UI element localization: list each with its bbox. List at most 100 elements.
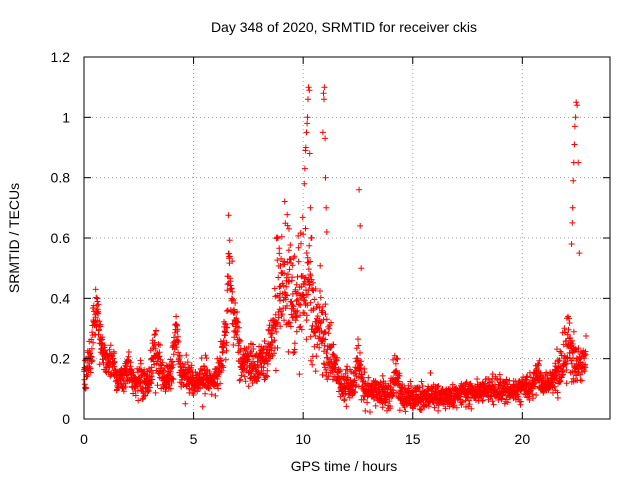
data-point xyxy=(291,340,298,347)
data-point xyxy=(572,114,579,121)
data-point xyxy=(312,332,319,339)
data-point xyxy=(88,336,95,343)
data-point xyxy=(308,276,315,283)
data-point xyxy=(227,282,234,289)
data-point xyxy=(379,404,386,411)
data-point xyxy=(168,365,175,372)
data-point xyxy=(194,388,201,395)
data-point xyxy=(276,294,282,301)
data-point xyxy=(396,372,403,379)
data-point xyxy=(273,328,280,335)
data-point xyxy=(237,346,244,353)
data-point xyxy=(358,358,365,365)
data-point xyxy=(325,330,332,337)
data-point xyxy=(569,219,576,226)
data-point xyxy=(234,319,241,326)
data-point xyxy=(148,380,155,387)
data-point xyxy=(559,371,566,378)
data-point xyxy=(314,313,321,320)
data-point xyxy=(123,372,130,379)
data-point xyxy=(285,247,292,254)
data-point xyxy=(322,135,329,142)
data-point xyxy=(317,262,324,269)
data-point xyxy=(271,350,278,357)
data-point xyxy=(190,392,197,398)
data-point xyxy=(237,337,243,344)
data-point xyxy=(536,357,543,364)
data-point xyxy=(145,388,152,395)
data-point xyxy=(254,378,261,385)
data-point xyxy=(132,392,139,399)
data-point xyxy=(303,336,310,343)
y-tick-label: 0.2 xyxy=(51,351,71,367)
data-point xyxy=(351,377,358,384)
data-point xyxy=(555,358,562,365)
data-point xyxy=(278,233,285,240)
data-point xyxy=(568,241,575,247)
data-point xyxy=(431,404,438,411)
data-point xyxy=(142,392,149,399)
x-tick-label: 0 xyxy=(80,431,88,447)
data-point xyxy=(97,321,104,328)
data-point xyxy=(272,311,279,318)
data-point xyxy=(317,294,324,301)
x-tick-label: 20 xyxy=(515,431,531,447)
data-point xyxy=(154,382,161,389)
data-point xyxy=(538,372,544,379)
data-point xyxy=(170,362,177,368)
data-point xyxy=(272,325,279,332)
data-point xyxy=(563,366,570,373)
data-point xyxy=(224,287,231,294)
data-point xyxy=(529,391,536,398)
data-point xyxy=(362,407,369,414)
data-point xyxy=(222,332,229,339)
data-point xyxy=(96,318,103,325)
data-point xyxy=(575,159,582,166)
data-point xyxy=(273,321,280,328)
data-point xyxy=(322,311,329,318)
data-point xyxy=(556,357,563,364)
data-point xyxy=(533,392,540,398)
data-point xyxy=(229,288,236,295)
data-point xyxy=(517,398,524,405)
data-point xyxy=(287,242,294,248)
data-point xyxy=(127,363,134,370)
data-point xyxy=(281,261,288,268)
data-point xyxy=(293,328,300,335)
data-point xyxy=(387,405,394,412)
y-tick-labels: 0 0.2 0.4 0.6 0.8 1 1.2 xyxy=(51,49,71,427)
data-point xyxy=(87,369,94,376)
data-point xyxy=(408,383,415,390)
data-point xyxy=(352,389,358,396)
data-point xyxy=(109,355,116,362)
data-point xyxy=(451,402,457,409)
data-point xyxy=(224,281,231,288)
data-point xyxy=(282,296,289,303)
data-point xyxy=(557,378,564,385)
data-point xyxy=(427,370,434,376)
data-point xyxy=(310,279,317,286)
data-point xyxy=(314,341,321,348)
data-point xyxy=(306,87,313,94)
data-point xyxy=(230,342,237,348)
data-point xyxy=(315,301,321,308)
y-tick-label: 0.6 xyxy=(51,230,71,246)
data-point xyxy=(328,319,334,326)
data-point xyxy=(379,372,386,379)
data-point xyxy=(300,231,307,238)
data-point xyxy=(151,361,158,368)
data-point xyxy=(337,367,344,373)
data-point xyxy=(566,350,573,357)
data-point xyxy=(122,384,129,390)
data-point xyxy=(157,342,163,348)
data-point xyxy=(182,400,189,407)
data-point xyxy=(257,371,264,377)
data-point xyxy=(271,285,278,292)
data-point xyxy=(297,302,304,308)
data-point xyxy=(169,358,176,365)
data-point xyxy=(264,367,271,374)
data-point xyxy=(99,334,106,341)
data-point xyxy=(120,375,127,382)
data-point xyxy=(95,301,102,308)
data-point xyxy=(307,299,314,306)
